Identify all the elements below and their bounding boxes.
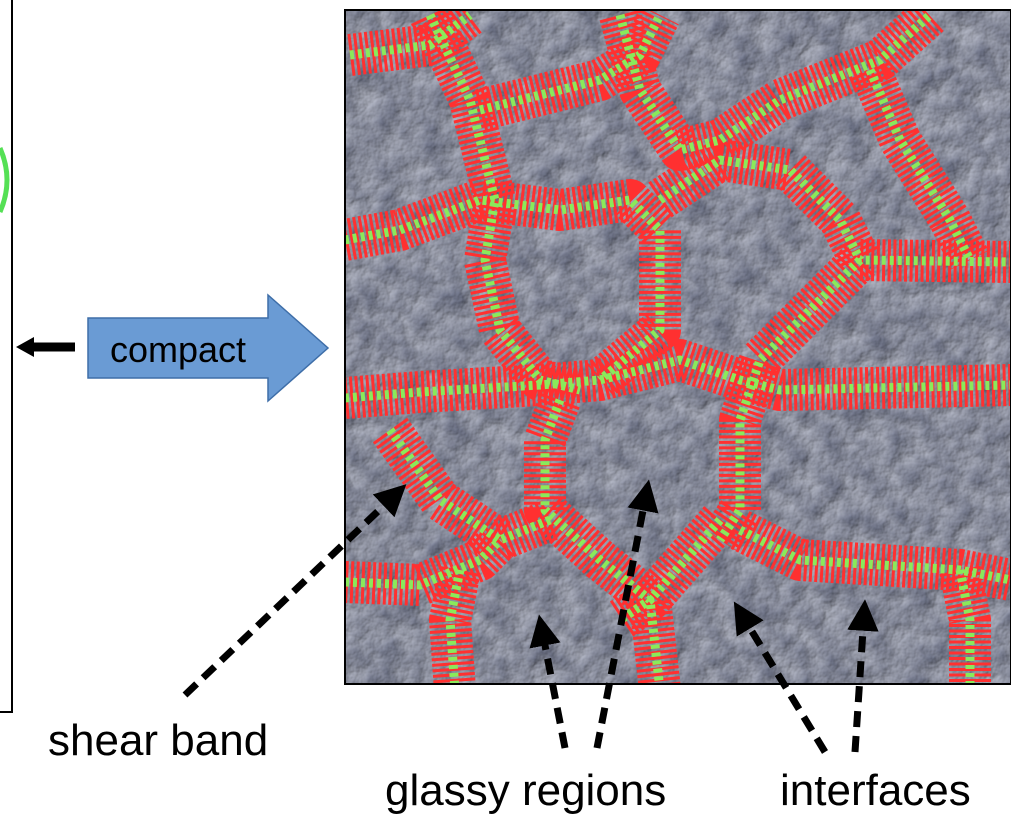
label: glassy regions: [385, 766, 666, 814]
band: [865, 68, 975, 263]
arrow-label: compact: [110, 329, 246, 370]
band: [345, 355, 1011, 403]
label: shear band: [48, 716, 268, 765]
left-arrow-head: [16, 337, 34, 357]
band: [615, 11, 934, 155]
band: [737, 525, 1011, 585]
band: [386, 427, 552, 545]
band: [955, 569, 975, 684]
band: [657, 155, 1011, 267]
band: [349, 11, 473, 60]
band: [345, 536, 504, 590]
pointer: [733, 601, 828, 754]
band: [345, 195, 665, 384]
pointer: [593, 479, 659, 749]
green-arc: [0, 146, 10, 214]
band: [617, 517, 724, 624]
panel-border: [344, 9, 1011, 685]
band: [425, 13, 582, 395]
texture-panel: [345, 10, 1011, 684]
pointers: [182, 479, 879, 754]
compact-arrow: [87, 293, 330, 403]
label: interfaces: [780, 766, 971, 814]
band: [540, 398, 664, 684]
band: [478, 12, 665, 115]
band: [445, 569, 465, 684]
bands: [345, 10, 1011, 684]
frame: [0, 0, 13, 713]
pointer: [529, 614, 569, 749]
pointer: [847, 599, 879, 753]
